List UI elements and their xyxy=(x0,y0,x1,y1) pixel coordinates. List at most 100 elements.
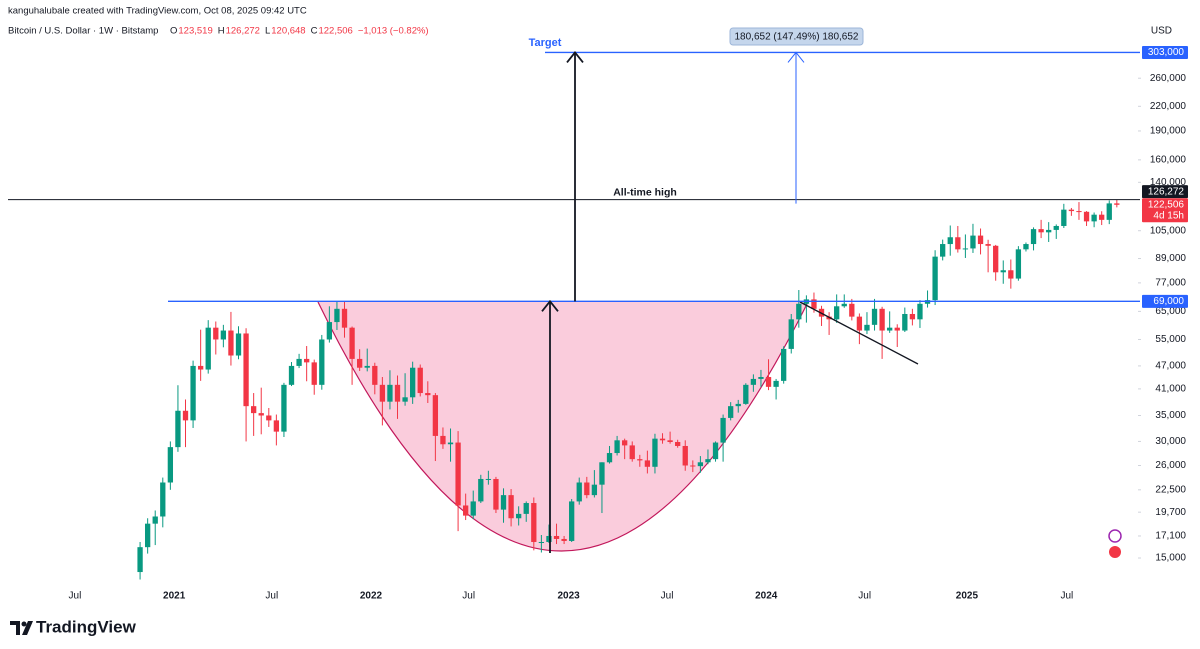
candle-body xyxy=(902,313,908,331)
candle-body xyxy=(137,547,143,573)
candle-body xyxy=(417,367,423,394)
x-tick-label: 2021 xyxy=(163,591,186,602)
candle-body xyxy=(697,462,704,467)
candle-body xyxy=(485,478,492,480)
candle-body xyxy=(652,438,658,467)
candle-body xyxy=(531,503,537,542)
candle-body xyxy=(1106,203,1112,220)
candle-body xyxy=(750,378,757,385)
logo-dot xyxy=(21,621,27,627)
annotations: USD 15,000 17,100 19,700 22,500 26,000 30,000 3… xyxy=(8,26,1188,602)
y-tick-label: 19,700 xyxy=(1155,507,1186,518)
y-tick-label: 105,000 xyxy=(1150,225,1187,236)
candle-body xyxy=(1114,203,1120,205)
ath-text: All-time high xyxy=(613,186,677,198)
candle-body xyxy=(463,505,469,516)
candle-body xyxy=(432,395,439,436)
candle-body xyxy=(690,465,696,467)
candle-body xyxy=(909,313,916,320)
candle-body xyxy=(1046,229,1052,233)
y-tick-label: 47,000 xyxy=(1155,361,1186,372)
symbol: Bitcoin / U.S. Dollar · 1W · Bitstamp xyxy=(8,26,158,37)
x-tick-label: 2024 xyxy=(755,591,778,602)
level-label-box xyxy=(1142,45,1188,59)
y-tick-label: 17,100 xyxy=(1155,531,1186,542)
candle-body xyxy=(1083,211,1090,222)
candle-body xyxy=(962,248,969,250)
candle-body xyxy=(894,327,900,331)
y-tick-label: 15,000 xyxy=(1155,553,1186,564)
candle-body xyxy=(932,256,938,301)
ohlc-key: H xyxy=(218,26,225,37)
level-label: 303,000 xyxy=(1148,47,1185,58)
y-tick-label: 35,000 xyxy=(1155,410,1186,421)
y-tick-label: 160,000 xyxy=(1150,155,1187,166)
ohlc-key: C xyxy=(311,26,318,37)
candle-body xyxy=(811,299,817,309)
candle-body xyxy=(637,459,643,461)
ohlc-value: 120,648 xyxy=(271,26,305,37)
candle-body xyxy=(1091,214,1097,222)
candle-body xyxy=(849,303,855,317)
icon xyxy=(1109,546,1121,558)
candle-body xyxy=(500,495,507,510)
candle-body xyxy=(743,384,749,404)
candle-body xyxy=(1008,270,1014,279)
candle-body xyxy=(591,484,598,496)
candle-body xyxy=(599,462,605,485)
author-line: kanguhalubale created with TradingView.c… xyxy=(8,6,307,17)
candle-body xyxy=(569,501,575,541)
candle-body xyxy=(659,438,666,441)
countdown: 4d 15h xyxy=(1153,210,1184,221)
ohlc-key: O xyxy=(170,26,177,37)
candle-body xyxy=(614,440,620,454)
candle-body xyxy=(1099,214,1105,220)
candle-body xyxy=(728,406,734,418)
price-change: −1,013 (−0.82%) xyxy=(358,26,429,37)
y-tick-label: 30,000 xyxy=(1155,436,1186,447)
candle-body xyxy=(334,308,340,323)
candle-body xyxy=(856,316,863,331)
candle-body xyxy=(220,330,227,340)
candle-body xyxy=(273,420,280,432)
plot xyxy=(137,199,1120,580)
candle-body xyxy=(712,442,719,460)
symbol-legend: Bitcoin / U.S. Dollar · 1W · Bitstamp O 1… xyxy=(8,26,429,37)
candle-body xyxy=(841,303,847,307)
ohlc-key: L xyxy=(265,26,270,37)
candle-body xyxy=(175,410,181,448)
cup-outline xyxy=(317,301,809,552)
candle-body xyxy=(561,538,567,541)
candle-body xyxy=(235,333,242,356)
x-tick-label: Jul xyxy=(661,591,674,602)
y-tick-label: 140,000 xyxy=(1150,177,1187,188)
y-tick-label: 65,000 xyxy=(1155,306,1186,317)
x-tick-label: Jul xyxy=(69,591,82,602)
candle-body xyxy=(576,482,582,502)
candle-body xyxy=(394,384,401,402)
logo-shape xyxy=(22,621,33,635)
candle-body xyxy=(281,384,287,432)
arrow-head xyxy=(541,299,559,312)
candle-body xyxy=(251,406,257,414)
candle-body xyxy=(788,319,794,349)
brand: TradingView xyxy=(36,617,137,636)
candle-body xyxy=(796,303,802,320)
candle-body xyxy=(735,403,741,407)
measure-label: 180,652 (147.49%) 180,652 xyxy=(735,32,859,43)
measure-box xyxy=(729,27,864,46)
candle-body xyxy=(402,397,408,402)
candle-body xyxy=(160,482,166,517)
candle-body xyxy=(478,478,484,502)
y-tick-label: 220,000 xyxy=(1150,101,1187,112)
candle-body xyxy=(447,442,454,445)
candle-body xyxy=(675,441,681,446)
y-tick-label: 89,000 xyxy=(1155,253,1186,264)
x-tick-label: Jul xyxy=(265,591,278,602)
candle-body xyxy=(326,322,333,340)
candle-body xyxy=(1068,209,1075,212)
candle-body xyxy=(228,330,234,356)
candle-body xyxy=(871,308,878,325)
candle-body xyxy=(1023,244,1029,250)
candle-body xyxy=(538,541,545,543)
